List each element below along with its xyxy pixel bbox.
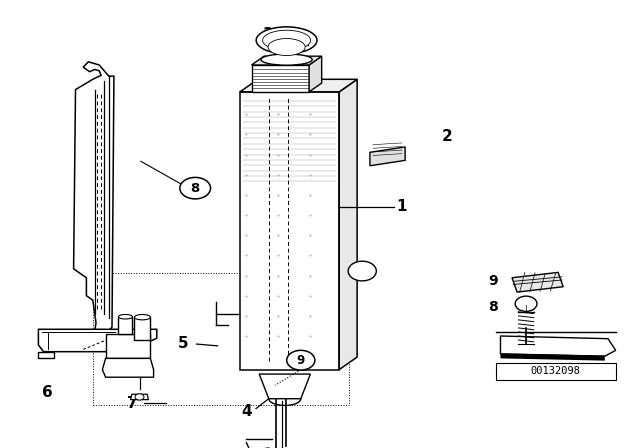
- Text: 9: 9: [297, 353, 305, 367]
- Polygon shape: [370, 147, 405, 166]
- Text: 9: 9: [488, 274, 498, 289]
- Text: 5: 5: [178, 336, 189, 351]
- Circle shape: [287, 350, 315, 370]
- Polygon shape: [500, 354, 605, 361]
- Polygon shape: [38, 329, 157, 352]
- Ellipse shape: [256, 27, 317, 54]
- Ellipse shape: [268, 39, 305, 56]
- Text: 6: 6: [42, 384, 52, 400]
- Polygon shape: [252, 56, 322, 65]
- Bar: [252, 65, 309, 92]
- Polygon shape: [74, 62, 114, 336]
- Circle shape: [135, 394, 144, 400]
- Text: 4: 4: [241, 404, 252, 419]
- Polygon shape: [512, 272, 563, 292]
- Circle shape: [348, 261, 376, 281]
- Polygon shape: [102, 358, 154, 377]
- Bar: [106, 334, 150, 358]
- Ellipse shape: [262, 30, 310, 50]
- Circle shape: [515, 296, 537, 311]
- Ellipse shape: [134, 314, 150, 320]
- Text: 3: 3: [263, 27, 274, 43]
- Ellipse shape: [118, 314, 132, 319]
- Polygon shape: [309, 56, 322, 92]
- Text: 8: 8: [191, 181, 200, 195]
- Text: 8: 8: [488, 300, 498, 314]
- Polygon shape: [259, 374, 310, 399]
- Text: 1: 1: [397, 199, 407, 215]
- Polygon shape: [38, 352, 54, 358]
- Bar: [118, 317, 132, 334]
- Bar: [240, 92, 339, 370]
- Bar: [134, 317, 150, 340]
- Text: 2: 2: [442, 129, 452, 144]
- Bar: [496, 363, 616, 380]
- Ellipse shape: [261, 54, 312, 65]
- Polygon shape: [240, 79, 357, 92]
- Polygon shape: [500, 336, 616, 356]
- Circle shape: [180, 177, 211, 199]
- Text: 7: 7: [127, 396, 138, 411]
- Polygon shape: [339, 79, 357, 370]
- Polygon shape: [131, 394, 148, 400]
- Text: 00132098: 00132098: [531, 366, 580, 376]
